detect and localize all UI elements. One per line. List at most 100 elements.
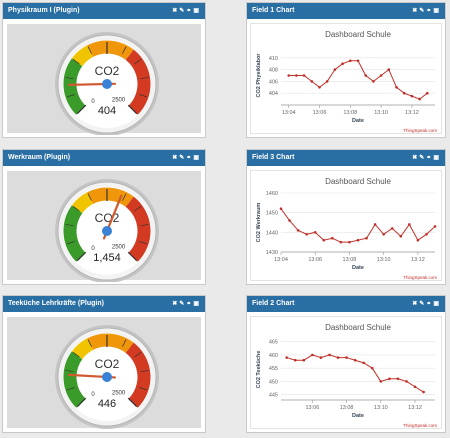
series-line	[280, 208, 436, 243]
data-point	[382, 233, 385, 236]
x-tick-label: 13:10	[374, 405, 388, 411]
data-point	[395, 86, 398, 89]
y-tick-label: 404	[269, 91, 278, 97]
x-tick-label: 13:08	[340, 405, 354, 411]
data-point	[302, 74, 306, 77]
data-point	[410, 94, 414, 98]
chat-icon[interactable]: ▣	[433, 155, 441, 161]
x-tick-label: 13:12	[411, 257, 425, 263]
chat-icon[interactable]: ▣	[193, 8, 201, 14]
pencil-icon[interactable]: ✎	[419, 301, 427, 307]
chat-icon[interactable]: ▣	[193, 155, 201, 161]
gauge-max-label: 2500	[112, 391, 126, 397]
data-point	[305, 233, 308, 236]
gauge-tick	[87, 193, 92, 201]
chat-icon[interactable]: ▣	[433, 8, 441, 14]
gauge-body: CO2 0 2500 446	[7, 317, 201, 429]
data-point	[341, 62, 344, 65]
link-icon[interactable]: ⚭	[186, 8, 194, 14]
panel-header: Field 1 Chart ✖✎⚭▣	[247, 3, 445, 19]
gauge-color-band	[63, 205, 86, 262]
panel-header: Field 2 Chart ✖✎⚭▣	[247, 296, 445, 312]
pencil-icon[interactable]: ✎	[179, 155, 187, 161]
data-point	[356, 238, 360, 242]
x-tick-label: 13:10	[374, 110, 388, 116]
gauge-tick	[65, 77, 74, 80]
data-point	[310, 80, 314, 83]
gauge-color-band	[87, 187, 134, 208]
gauge-color-band	[87, 333, 134, 354]
gauge-value: 1,454	[93, 252, 121, 264]
data-point	[425, 233, 428, 236]
close-icon[interactable]: ✖	[172, 301, 180, 307]
gauge-tick	[76, 397, 87, 408]
y-tick-label: 410	[269, 56, 278, 62]
pencil-icon[interactable]: ✎	[179, 301, 187, 307]
line-chart: Dashboard Schule 404 406 408 410 13:04 13:06 13…	[256, 30, 437, 133]
data-point	[373, 223, 377, 226]
link-icon[interactable]: ⚭	[426, 155, 434, 161]
link-icon[interactable]: ⚭	[186, 155, 194, 161]
y-tick-label: 408	[269, 68, 278, 74]
pencil-icon[interactable]: ✎	[419, 8, 427, 14]
close-icon[interactable]: ✖	[412, 8, 420, 14]
chat-icon[interactable]: ▣	[193, 301, 201, 307]
data-point	[370, 366, 374, 370]
gauge-body: CO2 0 2500 404	[7, 24, 201, 136]
data-point	[339, 240, 343, 244]
data-point	[336, 356, 340, 359]
data-point	[318, 86, 321, 89]
gauge-label: CO2	[95, 64, 120, 78]
chat-icon[interactable]: ▣	[433, 301, 441, 307]
line-chart: Dashboard Schule 1430 1440 1450 1460 13:04 13:…	[256, 177, 437, 280]
y-tick-label: 465	[269, 340, 278, 346]
y-axis-label: CO2 Werkraum	[256, 203, 262, 243]
data-point	[433, 225, 437, 228]
chart-panel-field2: Field 2 Chart ✖✎⚭▣ Dashboard Schule 445 45…	[246, 295, 446, 433]
y-tick-label: 445	[269, 393, 278, 399]
close-icon[interactable]: ✖	[412, 155, 420, 161]
x-axis-label: Date	[352, 265, 364, 271]
data-point	[405, 380, 408, 383]
pencil-icon[interactable]: ✎	[179, 8, 187, 14]
panel-title: Field 2 Chart	[252, 300, 295, 307]
y-tick-label: 460	[269, 353, 278, 359]
gauge-hub	[102, 372, 112, 382]
chart-credit: ThingSpeak.com	[403, 275, 437, 280]
header-icons: ✖✎⚭▣	[412, 3, 441, 19]
y-tick-label: 450	[269, 379, 278, 385]
y-axis-label: CO2 Physiklabor	[256, 53, 262, 98]
line-chart: Dashboard Schule 445 450 455 460 465 13:06 13:0…	[256, 323, 437, 428]
header-icons: ✖✎⚭▣	[172, 3, 201, 19]
pencil-icon[interactable]: ✎	[419, 155, 427, 161]
y-tick-label: 455	[269, 366, 278, 372]
gauge-color-band	[63, 58, 86, 115]
link-icon[interactable]: ⚭	[426, 301, 434, 307]
header-icons: ✖✎⚭▣	[412, 296, 441, 312]
data-point	[331, 236, 334, 240]
x-axis-label: Date	[352, 413, 364, 419]
gauge-max-label: 2500	[112, 98, 126, 104]
data-point	[295, 74, 298, 77]
gauge-tick	[134, 206, 142, 212]
y-axis-label: CO2 Teeküche	[256, 351, 262, 389]
link-icon[interactable]: ⚭	[186, 301, 194, 307]
panel-title: Teeküche Lehrkräfte (Plugin)	[8, 300, 104, 307]
chart-title: Dashboard Schule	[325, 30, 391, 39]
panel-header: Werkraum (Plugin) ✖✎⚭▣	[3, 150, 205, 166]
link-icon[interactable]: ⚭	[426, 8, 434, 14]
data-point	[293, 358, 297, 362]
gauge-hub	[102, 226, 112, 236]
close-icon[interactable]: ✖	[172, 8, 180, 14]
data-point	[285, 356, 289, 359]
gauge-tick	[140, 224, 149, 227]
gauge-tick	[139, 241, 148, 245]
chart-body: Dashboard Schule 445 450 455 460 465 13:06 13:0…	[250, 316, 442, 429]
data-point	[356, 59, 360, 63]
close-icon[interactable]: ✖	[172, 155, 180, 161]
panel-title: Field 1 Chart	[252, 7, 295, 14]
close-icon[interactable]: ✖	[412, 301, 420, 307]
